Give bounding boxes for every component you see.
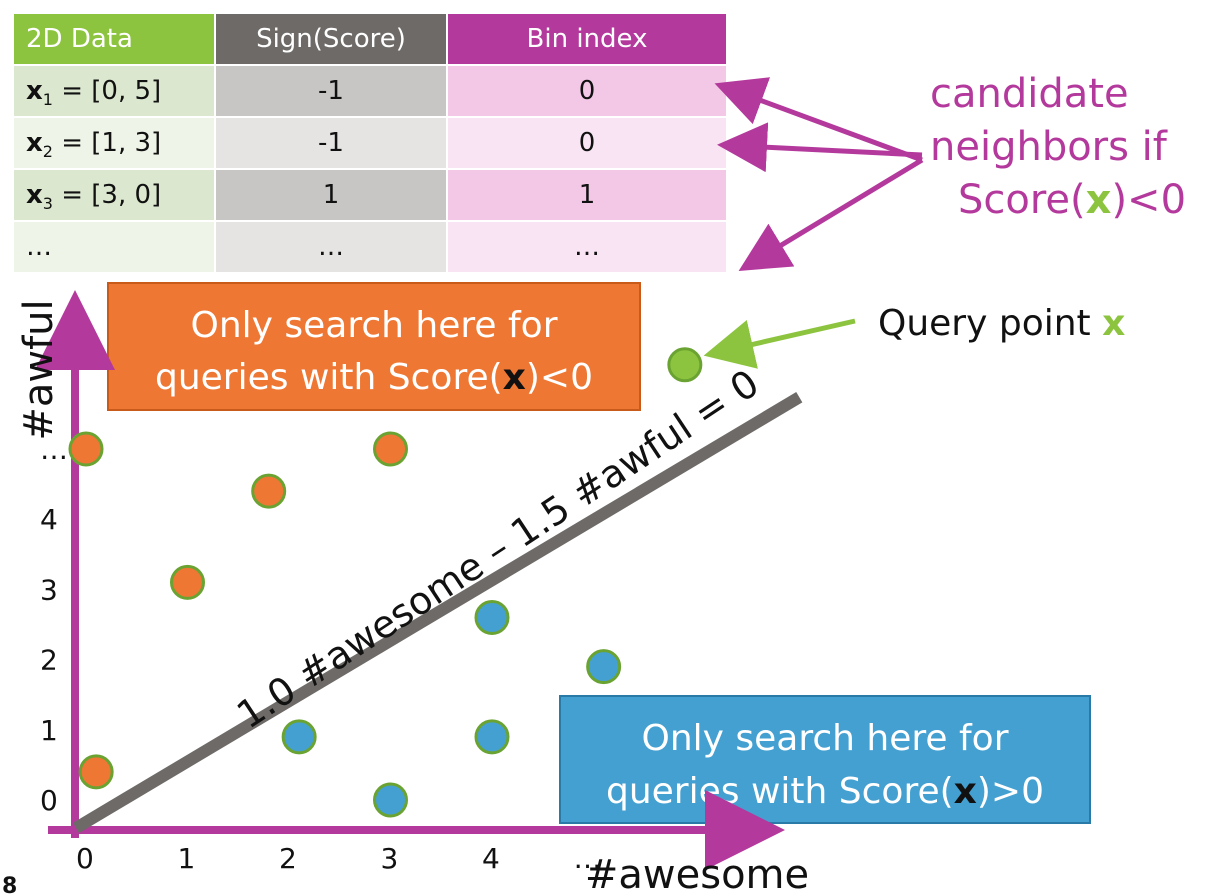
negative-box-line1: Only search here for	[191, 305, 558, 346]
table-header-row: 2D Data Sign(Score) Bin index	[12, 12, 728, 66]
query-label-var: x	[1102, 303, 1125, 344]
callout-score-var: x	[1086, 177, 1112, 223]
table-cell-bin: 1	[446, 168, 728, 222]
callout-arrow-row2	[717, 122, 923, 173]
callout-arrows	[714, 77, 924, 271]
negative-box-line2: queries with Score(x)<0	[155, 357, 593, 398]
vector-var: x	[26, 128, 43, 158]
positive-region-box: Only search here for queries with Score(…	[559, 695, 1091, 824]
vector-value: …	[26, 232, 52, 262]
vector-value: = [1, 3]	[52, 128, 162, 158]
callout-arrow-row4	[738, 157, 924, 271]
blue-point	[281, 719, 317, 755]
blue-point	[373, 782, 408, 818]
table-header-bin-index: Bin index	[446, 12, 728, 66]
table-header-2d-data: 2D Data	[12, 12, 216, 66]
vector-subscript: 2	[42, 142, 53, 161]
decision-line-label: 1.0 #awesome – 1.5 #awful = 0	[229, 361, 767, 737]
positive-box-var: x	[954, 771, 977, 812]
vector-subscript: 1	[42, 90, 53, 109]
vector-value: = [3, 0]	[52, 180, 162, 210]
table-row: … … …	[12, 220, 728, 274]
bin-table: 2D Data Sign(Score) Bin index x1 = [0, 5…	[12, 12, 728, 274]
x-axis-label: #awesome	[585, 852, 809, 896]
candidate-neighbors-callout: candidate neighbors if Score(x)<0	[930, 71, 1186, 223]
negative-box-pre: queries with Score(	[155, 357, 503, 398]
blue-point	[586, 649, 622, 685]
query-arrow	[703, 318, 856, 369]
y-tick-label: 1	[40, 714, 58, 747]
negative-region-box: Only search here for queries with Score(…	[107, 282, 641, 411]
table-cell-sign: …	[214, 220, 448, 274]
vector-subscript: 3	[42, 194, 53, 213]
negative-region-rect	[107, 282, 641, 411]
callout-score-post: )<0	[1111, 177, 1186, 223]
table-cell-data: x1 = [0, 5]	[12, 64, 216, 118]
table-header-sign-score: Sign(Score)	[214, 12, 448, 66]
table-cell-sign: 1	[214, 168, 448, 222]
x-tick-label: …	[574, 842, 602, 875]
data-points	[68, 347, 703, 818]
orange-point	[373, 431, 408, 467]
table-cell-bin: …	[446, 220, 728, 274]
vector-var: x	[26, 76, 43, 106]
blue-point	[474, 719, 510, 755]
table-cell-data: x3 = [3, 0]	[12, 168, 216, 222]
decision-line	[72, 392, 803, 834]
x-tick-label: 2	[279, 842, 297, 875]
table-cell-bin: 0	[446, 116, 728, 170]
y-tick-label: 3	[40, 573, 58, 606]
x-tick-labels: 0 1 2 3 4 …	[76, 842, 602, 875]
x-tick-label: 1	[178, 842, 196, 875]
negative-box-var: x	[503, 357, 526, 398]
table-row: x1 = [0, 5] -1 0	[12, 64, 728, 118]
positive-region-rect	[559, 695, 1091, 824]
y-tick-label: 2	[40, 644, 58, 677]
table-cell-sign: -1	[214, 64, 448, 118]
y-axis-label: #awful	[16, 299, 62, 440]
table-row: x2 = [1, 3] -1 0	[12, 116, 728, 170]
positive-box-line2: queries with Score(x)>0	[606, 771, 1044, 812]
orange-point	[78, 754, 114, 790]
y-tick-labels: 0 1 2 3 4 …	[40, 433, 68, 817]
table-cell-bin: 0	[446, 64, 728, 118]
x-tick-label: 4	[482, 842, 500, 875]
x-tick-label: 0	[76, 842, 94, 875]
query-point-label: Query point x	[878, 303, 1125, 344]
negative-box-post: )<0	[526, 357, 593, 398]
query-label-text: Query point	[878, 303, 1102, 344]
callout-line2: neighbors if	[930, 124, 1168, 170]
positive-box-line1: Only search here for	[642, 718, 1009, 759]
positive-box-post: )>0	[977, 771, 1044, 812]
table-cell-sign: -1	[214, 116, 448, 170]
orange-point	[170, 564, 205, 600]
callout-score-pre: Score(	[958, 177, 1086, 223]
vector-var: x	[26, 180, 43, 210]
x-tick-label: 3	[381, 842, 399, 875]
y-tick-label: …	[40, 433, 68, 466]
blue-point	[474, 599, 510, 635]
callout-arrow-row1	[714, 77, 923, 163]
orange-point	[68, 431, 104, 467]
query-point	[667, 347, 703, 383]
table-cell-data: x2 = [1, 3]	[12, 116, 216, 170]
axes	[35, 290, 785, 870]
orange-point	[251, 473, 287, 509]
y-tick-label: 4	[40, 503, 58, 536]
callout-line3: Score(x)<0	[958, 177, 1186, 223]
positive-box-pre: queries with Score(	[606, 771, 954, 812]
table-row: x3 = [3, 0] 1 1	[12, 168, 728, 222]
page-number: 8	[2, 874, 17, 896]
vector-value: = [0, 5]	[52, 76, 162, 106]
callout-line1: candidate	[930, 71, 1129, 117]
y-tick-label: 0	[40, 784, 58, 817]
table-cell-data: …	[12, 220, 216, 274]
